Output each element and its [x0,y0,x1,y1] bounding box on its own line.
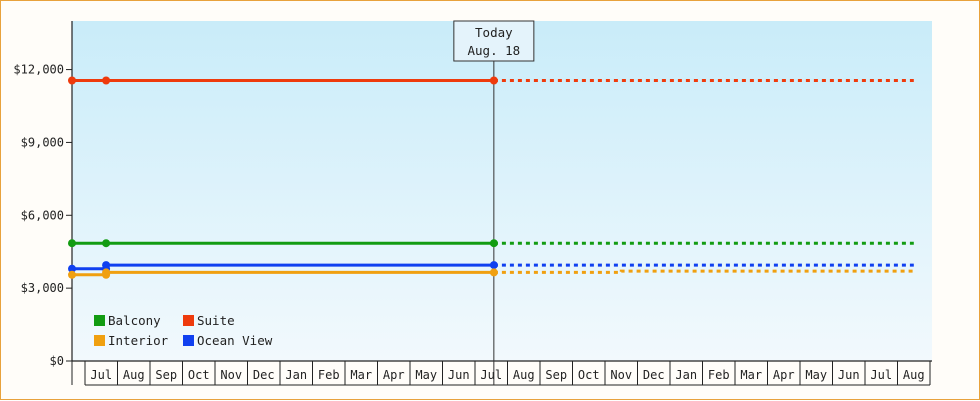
legend-label: Suite [197,313,235,328]
series-ocean-view-point [68,264,76,273]
x-tick-label: Jun [448,368,470,382]
legend-swatch [183,315,194,326]
series-interior-point [68,270,76,279]
legend-label: Ocean View [197,333,273,348]
x-tick-label: Mar [350,368,372,382]
x-tick-label: Sep [545,368,567,382]
today-date-label: Aug. 18 [468,43,521,58]
y-tick-label: $0 [50,354,64,368]
x-tick-label: Nov [220,368,242,382]
x-tick-label: Sep [155,368,177,382]
y-tick-label: $3,000 [21,281,64,295]
y-tick-label: $6,000 [21,208,64,222]
series-lines [68,76,914,279]
series-interior-forecast [493,269,914,274]
x-tick-label: Jan [675,368,697,382]
series-interior-point [489,268,498,277]
series-balcony-point [489,239,498,248]
x-tick-label: Aug [123,368,145,382]
x-tick-label: Apr [383,368,405,382]
legend-swatch [183,335,194,346]
today-marker: Today Aug. 18 [453,20,535,385]
series-balcony-point [68,239,76,248]
x-axis: Jul Aug Sep Oct Nov Dec Jan Feb Mar Apr May Jun Jul A… [71,360,932,386]
today-label: Today [475,25,513,40]
x-tick-label: Feb [318,368,340,382]
series-interior-point [102,268,111,277]
today-box [453,20,535,62]
x-tick-label: Dec [253,368,275,382]
x-tick-label: Jul [870,368,892,382]
x-tick-label: Feb [708,368,730,382]
x-tick-label: Apr [773,368,795,382]
x-tick-label: Aug [513,368,535,382]
legend-swatch [94,315,105,326]
x-tick-label: Dec [643,368,665,382]
series-ocean-view-point [489,261,498,270]
x-tick-label: Aug [903,368,925,382]
x-tick-label: Jul [480,368,502,382]
series-suite-point [68,76,76,85]
series-suite-point [489,76,498,85]
x-tick-label: Jan [285,368,307,382]
legend: Balcony Suite Interior Ocean View [94,313,273,348]
x-tick-label: Nov [610,368,632,382]
x-tick-label: May [805,368,827,382]
legend-label: Balcony [108,313,161,328]
x-tick-label: Mar [740,368,762,382]
x-tick-label: Oct [188,368,210,382]
y-axis: $0 $3,000 $6,000 $9,000 $12,000 [13,21,73,368]
legend-swatch [94,335,105,346]
series-suite-point [102,76,111,85]
x-tick-label: Oct [578,368,600,382]
legend-label: Interior [108,333,169,348]
y-tick-label: $9,000 [21,135,64,149]
series-ocean-view-point [102,261,111,270]
x-tick-label: May [415,368,437,382]
y-tick-label: $12,000 [13,63,64,77]
series-balcony-point [102,239,111,248]
x-tick-label: Jul [90,368,112,382]
plot-area [72,21,932,361]
x-tick-label: Jun [838,368,860,382]
